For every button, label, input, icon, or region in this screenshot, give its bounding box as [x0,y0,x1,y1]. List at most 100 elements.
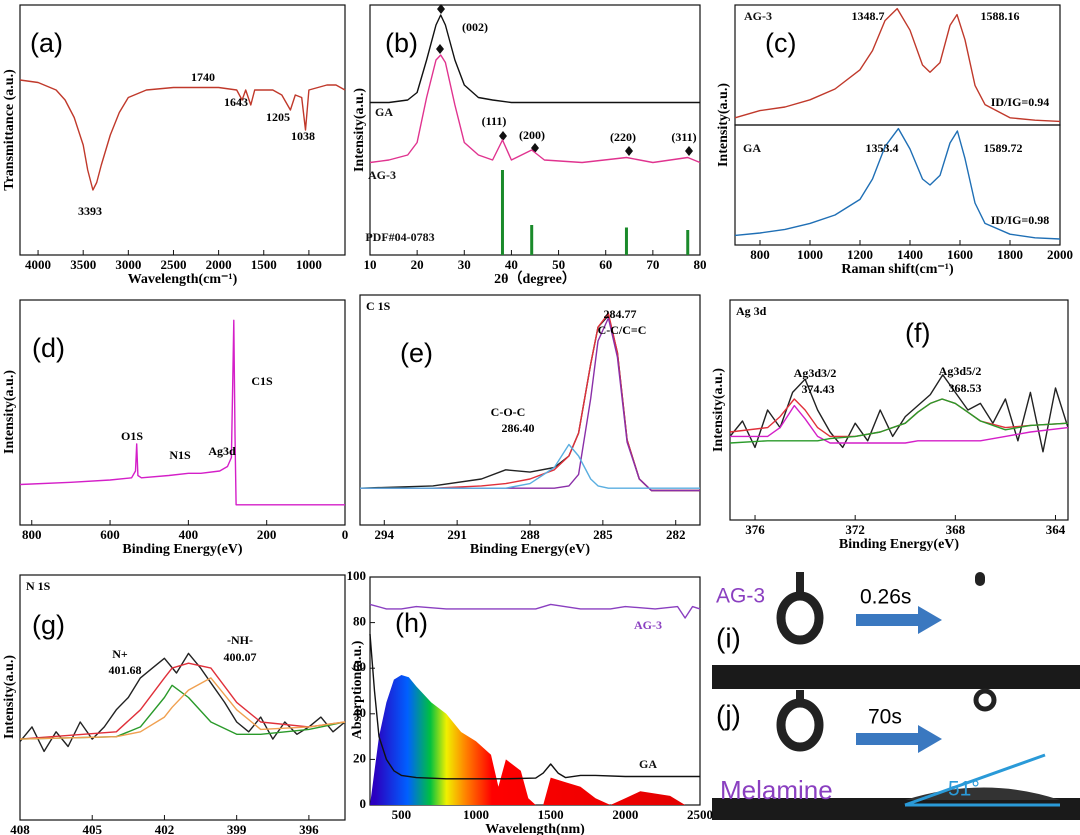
droplet [776,698,824,752]
annotation: 368.53 [949,381,982,395]
series-label: GA [743,141,761,155]
panel-label: (c) [765,28,796,58]
annotation: (311) [671,130,696,144]
annotation: 1038 [291,129,315,143]
chart-panel: 800 600 400 200 0 Binding Energy(eV) Intensity… [2,299,348,557]
plot-frame [369,4,701,256]
x-tick-label: 288 [520,527,540,542]
x-tick-label: 800 [750,247,770,262]
x-tick-label: 3500 [70,257,96,272]
x-tick-label: 399 [227,822,247,835]
y-tick-label: 40 [353,705,366,720]
x-tick-label: 1000 [296,257,322,272]
x-tick-label: 282 [666,527,686,542]
x-tick-label: 2000 [612,807,638,822]
x-tick-label: 1000 [463,807,489,822]
series-label: GA [375,105,393,119]
plot-frame [19,4,346,256]
x-tick-label: 600 [100,527,120,542]
y-axis-label: Transmittance (a.u.) [2,69,17,191]
series-line [19,662,346,740]
panel-title: C 1S [366,299,391,313]
x-axis-label: Binding Energy(eV) [470,542,591,557]
y-axis-label: Intensity(a.u.) [711,368,726,452]
annotation: 1353.4 [866,141,899,155]
x-tick-label: 2000 [206,257,232,272]
chart-panel: 800 1000 1200 1400 1600 1800 2000 Raman shift(c… [734,124,1073,277]
x-tick-label: 20 [411,257,424,272]
photo-panel: AG-3 (i) 0.26s (j) 70s Melamine 51° [712,572,1080,820]
annotation: O1S [121,429,143,443]
x-axis-label: Binding Energy(eV) [839,537,960,552]
x-tick-label: 1000 [797,247,823,262]
surface [712,665,1080,689]
chart-panel: 500 1000 1500 2000 2500 0 20 40 60 80 100 Wavelengt… [347,568,714,835]
panel-title: N 1S [26,579,51,593]
needle [796,690,804,702]
x-tick-label: 70 [646,257,659,272]
plot-frame [734,124,1061,246]
x-axis-label: Binding Energy(eV) [122,542,243,557]
panel-label: (j) [716,699,741,730]
angle-line [904,753,1046,807]
annotation: (111) [482,114,507,128]
series-line [19,677,346,740]
y-axis-label: Intensity(a.u.) [2,370,17,454]
panel-label: (h) [395,608,428,638]
y-axis-label: Intensity(a.u.) [716,83,731,167]
x-tick-label: 2500 [687,807,713,822]
annotation: C-O-C [491,405,526,419]
panel-label: (b) [385,28,418,58]
annotation: 284.77 [604,307,637,321]
sample-label: Melamine [720,775,833,805]
marker [685,146,693,156]
x-tick-label: 4000 [25,257,51,272]
annotation: (200) [519,128,545,142]
series-line [19,684,346,740]
series-label: AG-3 [744,9,772,23]
y-tick-label: 0 [360,796,367,811]
x-axis-label: Wavelength(nm) [485,822,585,835]
series-line [19,652,346,753]
plot-frame [19,574,346,821]
x-tick-label: 285 [593,527,613,542]
x-tick-label: 3000 [115,257,141,272]
needle [796,572,804,594]
series-line [734,7,1061,123]
time-label: 70s [868,706,902,729]
x-tick-label: 294 [375,527,395,542]
x-tick-label: 400 [179,527,199,542]
series-line [370,14,700,104]
annotation: 401.68 [109,663,142,677]
x-tick-label: 200 [257,527,277,542]
annotation: ID/IG=0.98 [991,213,1050,227]
series-line [369,633,700,780]
x-tick-label: 396 [299,822,319,835]
annotation: 1588.16 [981,9,1020,23]
droplet [973,688,997,712]
annotation: Ag3d [208,444,236,458]
series-label: GA [639,757,657,771]
annotation: Ag3d5/2 [939,364,982,378]
sample-label: AG-3 [716,585,765,608]
y-axis-label: Absorption(a.u.) [350,640,365,739]
sessile-drop [905,787,1060,800]
needle [975,572,985,586]
x-tick-label: 500 [392,807,412,822]
y-tick-label: 100 [347,568,367,583]
arrow [856,725,942,753]
x-tick-label: 1500 [538,807,564,822]
plot-frame [359,294,701,526]
series-label: PDF#04-0783 [365,230,434,244]
x-tick-label: 1200 [847,247,873,262]
series-line [734,127,1061,240]
droplet [776,591,824,645]
marker [625,146,633,156]
x-axis-label: Wavelength(cm⁻¹) [128,272,238,287]
annotation: 1205 [266,110,290,124]
x-tick-label: 291 [447,527,467,542]
series-label: AG-3 [634,618,662,632]
plot-frame [729,299,1069,521]
x-tick-label: 376 [745,522,765,537]
panel-label: (g) [32,610,65,640]
